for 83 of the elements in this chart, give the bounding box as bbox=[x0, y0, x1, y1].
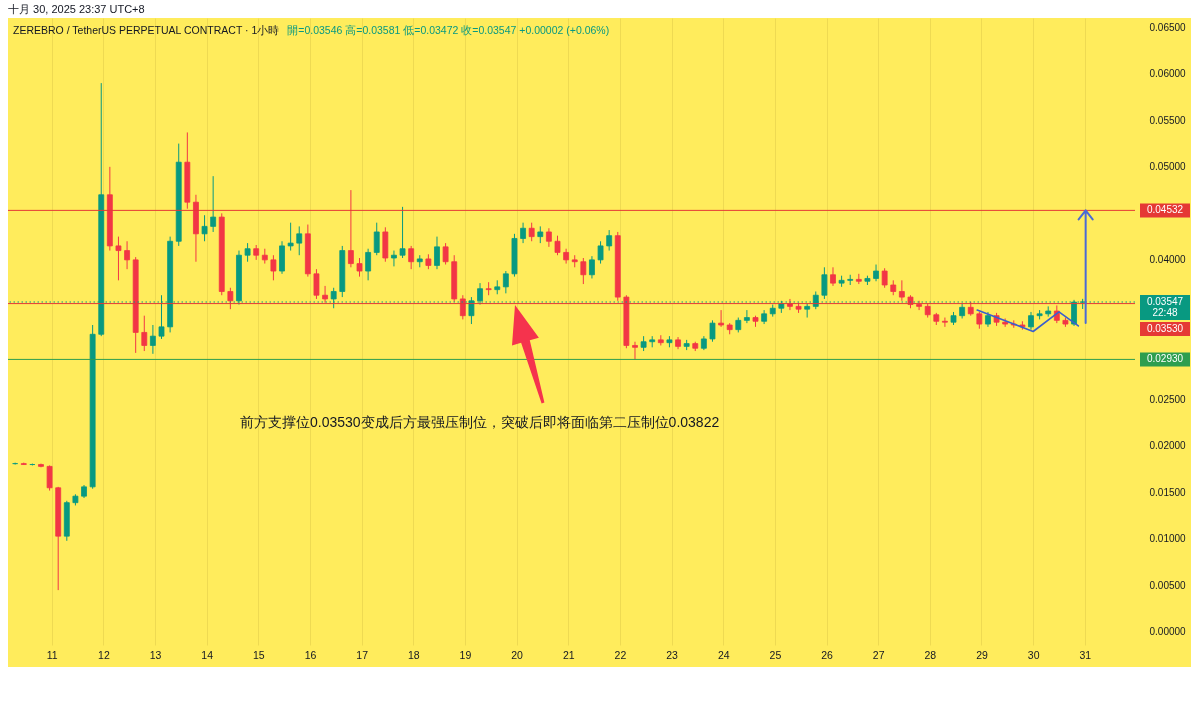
x-tick-label: 12 bbox=[98, 648, 110, 661]
candlestick bbox=[287, 222, 294, 252]
x-tick-label: 23 bbox=[666, 648, 679, 661]
x-tick-label: 29 bbox=[976, 648, 988, 661]
y-tick-label: 0.05000 bbox=[1149, 161, 1187, 173]
candlestick bbox=[580, 257, 587, 285]
candlestick bbox=[520, 222, 526, 244]
candlestick bbox=[270, 254, 277, 281]
candlestick bbox=[124, 240, 130, 270]
x-tick-label: 24 bbox=[717, 648, 730, 661]
candlestick bbox=[210, 175, 217, 233]
x-tick-label: 15 bbox=[253, 648, 265, 661]
candlestick bbox=[597, 240, 604, 265]
candlestick bbox=[554, 235, 561, 256]
x-tick-label: 13 bbox=[149, 648, 162, 661]
ref-line-label: 0.02930 bbox=[1146, 353, 1184, 365]
candlestick bbox=[459, 294, 466, 320]
x-tick-label: 31 bbox=[1079, 648, 1092, 661]
candlestick bbox=[881, 267, 888, 289]
text: 十月 30, 2025 23:37 UTC+8 bbox=[8, 2, 145, 17]
candlestick bbox=[589, 255, 595, 279]
x-tick-label: 17 bbox=[356, 648, 369, 661]
x-tick-label: 26 bbox=[821, 648, 834, 661]
ref-line-label: 0.04532 bbox=[1146, 204, 1184, 216]
x-tick-label: 22 bbox=[614, 648, 627, 661]
y-tick-label: 0.00000 bbox=[1149, 626, 1187, 638]
line-series bbox=[976, 309, 1080, 333]
y-tick-label: 0.05500 bbox=[1149, 114, 1187, 126]
annotation: 前方支撑位0.03530变成后方最强压制位，突破后即将面临第二压制位0.03822 bbox=[240, 414, 720, 432]
candlestick bbox=[356, 257, 363, 278]
y-tick-label: 0.01500 bbox=[1149, 486, 1187, 498]
candlestick bbox=[442, 242, 449, 266]
candlestick bbox=[718, 309, 724, 328]
ref-line-label: 0.03547 22:48 bbox=[1146, 296, 1184, 319]
y-tick-label: 0.04000 bbox=[1149, 254, 1187, 266]
x-tick-label: 27 bbox=[872, 648, 885, 661]
x-tick-label: 30 bbox=[1027, 648, 1040, 661]
candlestick bbox=[365, 248, 372, 281]
candlestick bbox=[322, 285, 328, 304]
candlestick bbox=[942, 317, 948, 328]
text: ZEREBRO / TetherUS PERPETUAL CONTRACT · 1小時 bbox=[13, 24, 280, 37]
candlestick bbox=[201, 214, 208, 242]
y-tick-label: 0.06000 bbox=[1149, 68, 1187, 80]
candlestick bbox=[709, 319, 716, 343]
y-tick-label: 0.02000 bbox=[1149, 440, 1187, 452]
candlestick bbox=[528, 222, 535, 242]
candlestick bbox=[399, 206, 406, 259]
y-tick-label: 0.06500 bbox=[1149, 21, 1187, 33]
x-tick-label: 25 bbox=[769, 648, 782, 661]
candlestick bbox=[502, 270, 509, 294]
y-tick-label: 0.02500 bbox=[1149, 393, 1187, 405]
candlestick bbox=[830, 266, 836, 287]
candlestick bbox=[244, 242, 251, 263]
candlestick bbox=[391, 250, 397, 267]
candlestick bbox=[141, 315, 148, 352]
candlestick bbox=[821, 266, 828, 300]
candlestick bbox=[632, 341, 638, 360]
x-tick-label: 11 bbox=[46, 648, 58, 661]
candlestick bbox=[606, 229, 613, 252]
x-tick-label: 21 bbox=[562, 648, 575, 661]
y-tick-label: 0.01000 bbox=[1149, 533, 1187, 545]
candlestick bbox=[296, 225, 303, 256]
x-tick-label: 16 bbox=[304, 648, 317, 661]
text: 開=0.03546 高=0.03581 低=0.03472 收=0.03547 +0.00002 (+0.06%) bbox=[287, 24, 610, 37]
x-tick-label: 18 bbox=[407, 648, 420, 661]
candlestick bbox=[348, 189, 354, 268]
candlestick bbox=[787, 298, 793, 311]
ref-line-label: 0.03530 bbox=[1146, 323, 1184, 335]
x-tick-label: 19 bbox=[459, 648, 472, 661]
candlestick bbox=[546, 227, 552, 248]
candlestick bbox=[46, 464, 53, 492]
candlestick bbox=[898, 279, 905, 302]
candlestick bbox=[149, 324, 156, 355]
candlestick bbox=[408, 245, 415, 270]
candlestick bbox=[434, 236, 440, 270]
x-tick-label: 14 bbox=[201, 648, 214, 661]
x-tick-label: 28 bbox=[924, 648, 937, 661]
candlestick bbox=[373, 222, 380, 256]
x-tick-label: 20 bbox=[511, 648, 524, 661]
y-tick-label: 0.00500 bbox=[1149, 579, 1187, 591]
candlestick bbox=[744, 309, 750, 324]
candlestick bbox=[313, 268, 320, 300]
candlestick bbox=[115, 236, 122, 281]
